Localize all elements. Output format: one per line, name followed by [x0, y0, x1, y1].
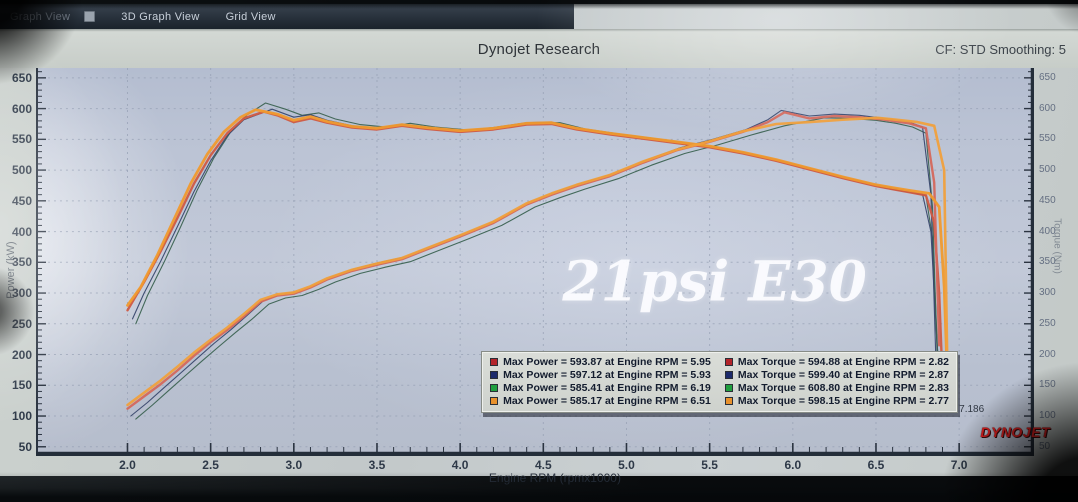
legend-text: Max Power = 597.12 at Engine RPM = 5.93	[503, 369, 711, 382]
legend-text: Max Power = 585.41 at Engine RPM = 6.19	[503, 382, 711, 395]
y-tick-label: 150	[1039, 379, 1056, 391]
legend-swatch	[490, 371, 499, 380]
legend[interactable]: Max Power = 593.87 at Engine RPM = 5.95 M…	[481, 351, 958, 414]
y-axis-left-title: Power (kW)	[5, 241, 17, 299]
x-tick-label: 4.0	[451, 458, 469, 472]
legend-swatch	[490, 397, 499, 406]
y-tick-label: 500	[11, 163, 32, 178]
legend-row: Max Torque = 599.40 at Engine RPM = 2.87	[724, 369, 949, 382]
tab-graph-view[interactable]: Graph View	[10, 10, 71, 23]
y-tick-label: 600	[11, 101, 32, 116]
tab-bar: Graph View 3D Graph View Grid View	[0, 4, 574, 29]
legend-swatch	[724, 371, 733, 380]
y-axis-right-title: Torque (Nm)	[1051, 218, 1063, 275]
y-tick-label: 450	[11, 193, 32, 208]
legend-row: Max Power = 597.12 at Engine RPM = 5.93	[490, 369, 711, 381]
y-tick-label: 650	[1039, 71, 1056, 83]
y-tick-label: 250	[1039, 317, 1056, 329]
dyno-chart[interactable]: 650 600 550 500 450 400 350 300 250 200 150 100 50 6…	[5, 68, 1063, 485]
legend-swatch	[490, 384, 499, 393]
y-tick-label: 550	[11, 132, 32, 147]
legend-row: Max Torque = 598.15 at Engine RPM = 2.77	[724, 395, 949, 408]
y-tick-label: 200	[11, 347, 32, 362]
watermark-text: 21psi E30	[562, 248, 867, 314]
legend-swatch	[724, 384, 733, 393]
x-tick-label: 6.0	[784, 458, 802, 472]
y-tick-label: 50	[18, 439, 32, 454]
series-torque-orange	[126, 108, 949, 382]
chart-title: Dynojet Research	[477, 41, 601, 58]
legend-text: Max Torque = 608.80 at Engine RPM = 2.83	[737, 382, 949, 395]
legend-swatch	[490, 358, 499, 367]
cursor-readout: 7.186	[959, 403, 985, 415]
x-tick-label: 6.5	[867, 458, 885, 472]
y-tick-label: 150	[11, 378, 32, 393]
x-tick-label: 2.0	[119, 458, 136, 472]
x-axis-title: Engine RPM (rpmx1000)	[488, 471, 621, 485]
x-tick-label: 2.5	[202, 458, 219, 472]
legend-text: Max Power = 593.87 at Engine RPM = 5.95	[503, 356, 711, 369]
legend-column: Max Torque = 594.88 at Engine RPM = 2.82…	[724, 356, 949, 408]
x-tick-label: 3.0	[285, 458, 303, 472]
correction-smoothing-label: CF: STD Smoothing: 5	[935, 42, 1066, 57]
y-tick-label: 100	[11, 409, 32, 424]
y-tick-label: 650	[11, 70, 32, 85]
legend-row: Max Power = 585.41 at Engine RPM = 6.19	[490, 382, 711, 394]
legend-text: Max Torque = 594.88 at Engine RPM = 2.82	[737, 356, 949, 369]
series-torque-red	[126, 110, 944, 381]
legend-row: Max Power = 585.17 at Engine RPM = 6.51	[490, 395, 711, 407]
tab-grid-view[interactable]: Grid View	[225, 10, 276, 23]
dynojet-logo: DYNOJET	[980, 424, 1050, 440]
x-tick-label: 7.0	[950, 458, 968, 472]
legend-row: Max Torque = 594.88 at Engine RPM = 2.82	[724, 356, 949, 369]
series-torque-green	[135, 102, 942, 386]
y-tick-label: 100	[1039, 410, 1056, 422]
y-tick-label: 500	[1039, 164, 1056, 176]
y-tick-label: 550	[1039, 133, 1056, 145]
x-tick-label: 4.5	[534, 458, 552, 472]
legend-swatch	[724, 397, 733, 406]
y-tick-label: 50	[1039, 440, 1051, 452]
legend-row: Max Torque = 608.80 at Engine RPM = 2.83	[724, 382, 949, 395]
legend-row: Max Power = 593.87 at Engine RPM = 5.95	[490, 356, 711, 368]
x-tick-label: 3.5	[368, 458, 386, 472]
legend-swatch	[724, 358, 733, 367]
y-tick-label: 200	[1039, 348, 1056, 360]
legend-text: Max Torque = 599.40 at Engine RPM = 2.87	[737, 369, 949, 382]
legend-text: Max Power = 585.17 at Engine RPM = 6.51	[503, 395, 711, 408]
series-torque-blue	[131, 108, 940, 383]
tab-3d-graph-view[interactable]: 3D Graph View	[121, 10, 200, 23]
y-tick-label: 600	[1039, 102, 1056, 114]
legend-text: Max Torque = 598.15 at Engine RPM = 2.77	[737, 395, 949, 408]
x-tick-label: 5.5	[701, 458, 718, 472]
x-tick-label: 5.0	[618, 458, 635, 472]
legend-column: Max Power = 593.87 at Engine RPM = 5.95 M…	[490, 356, 711, 407]
chart-header: Dynojet Research CF: STD Smoothing: 5	[0, 32, 1078, 68]
tab-dropdown-button[interactable]	[84, 11, 96, 22]
dynojet-window: Graph View 3D Graph View Grid View Dynoj…	[0, 4, 1078, 485]
